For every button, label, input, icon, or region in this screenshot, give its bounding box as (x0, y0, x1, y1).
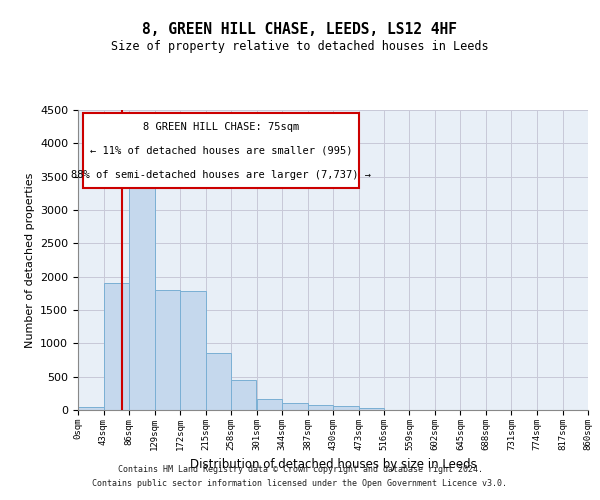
Bar (359, 408, 384, 410)
Bar (155, 290, 180, 410)
Bar (104, 284, 129, 410)
Bar (257, 400, 282, 410)
Bar (308, 404, 333, 410)
FancyBboxPatch shape (83, 113, 359, 188)
Text: 8 GREEN HILL CHASE: 75sqm: 8 GREEN HILL CHASE: 75sqm (143, 122, 299, 132)
Bar (333, 406, 359, 410)
Text: ← 11% of detached houses are smaller (995): ← 11% of detached houses are smaller (99… (89, 146, 352, 156)
Bar (205, 354, 231, 410)
Text: 8, GREEN HILL CHASE, LEEDS, LS12 4HF: 8, GREEN HILL CHASE, LEEDS, LS12 4HF (143, 22, 458, 38)
Text: 88% of semi-detached houses are larger (7,737) →: 88% of semi-detached houses are larger (… (71, 170, 371, 179)
Text: Contains HM Land Registry data © Crown copyright and database right 2024.
Contai: Contains HM Land Registry data © Crown c… (92, 466, 508, 487)
Y-axis label: Number of detached properties: Number of detached properties (25, 172, 35, 348)
Bar (282, 404, 308, 410)
X-axis label: Distribution of detached houses by size in Leeds: Distribution of detached houses by size … (190, 458, 476, 471)
Bar (180, 292, 205, 410)
Bar (231, 380, 256, 410)
Bar (129, 176, 155, 410)
Bar (78, 406, 104, 410)
Text: Size of property relative to detached houses in Leeds: Size of property relative to detached ho… (111, 40, 489, 53)
